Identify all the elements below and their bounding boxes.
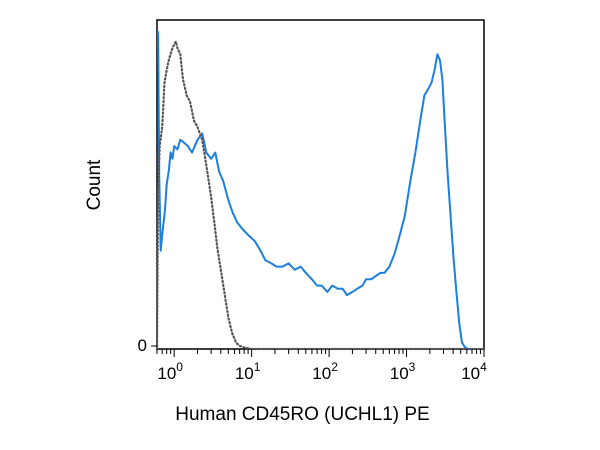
- y-axis-label: Count: [84, 159, 105, 210]
- x-tick-label: 102: [312, 360, 338, 383]
- plot-area: [155, 19, 486, 351]
- control-histogram-line: [155, 38, 486, 351]
- stained-histogram-line: [157, 31, 484, 350]
- series-layer: [155, 31, 486, 351]
- x-tick-label: 100: [157, 360, 183, 383]
- x-tick-label: 101: [235, 360, 261, 383]
- x-tick-label: 104: [461, 360, 487, 383]
- x-axis-ticks: 100 101 102 103 104: [156, 349, 487, 383]
- x-tick-label: 103: [390, 360, 416, 383]
- y-axis-ticks: 0: [138, 336, 157, 355]
- x-axis-label: Human CD45RO (UCHL1) PE: [175, 404, 429, 425]
- y-tick-label: 0: [138, 336, 147, 355]
